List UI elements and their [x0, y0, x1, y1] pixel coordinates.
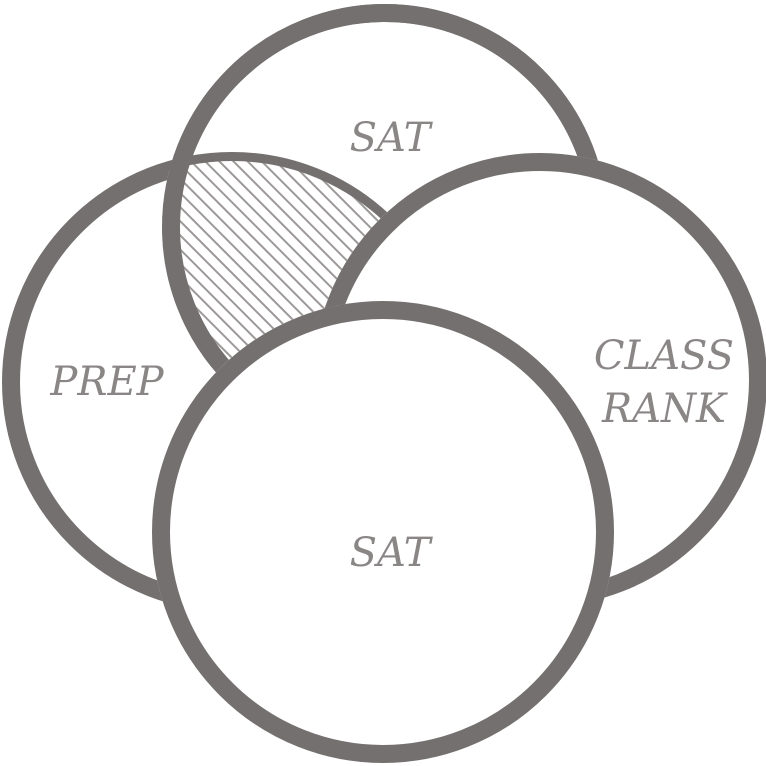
circle-bottom — [152, 301, 614, 763]
label-bottom: SAT — [350, 530, 434, 576]
label-top: SAT — [350, 115, 434, 161]
circle-bottom-outline — [152, 301, 614, 763]
label-left: PREP — [49, 359, 164, 405]
label-right-line1: CLASS — [594, 333, 734, 379]
label-right-line2: RANK — [601, 386, 728, 432]
